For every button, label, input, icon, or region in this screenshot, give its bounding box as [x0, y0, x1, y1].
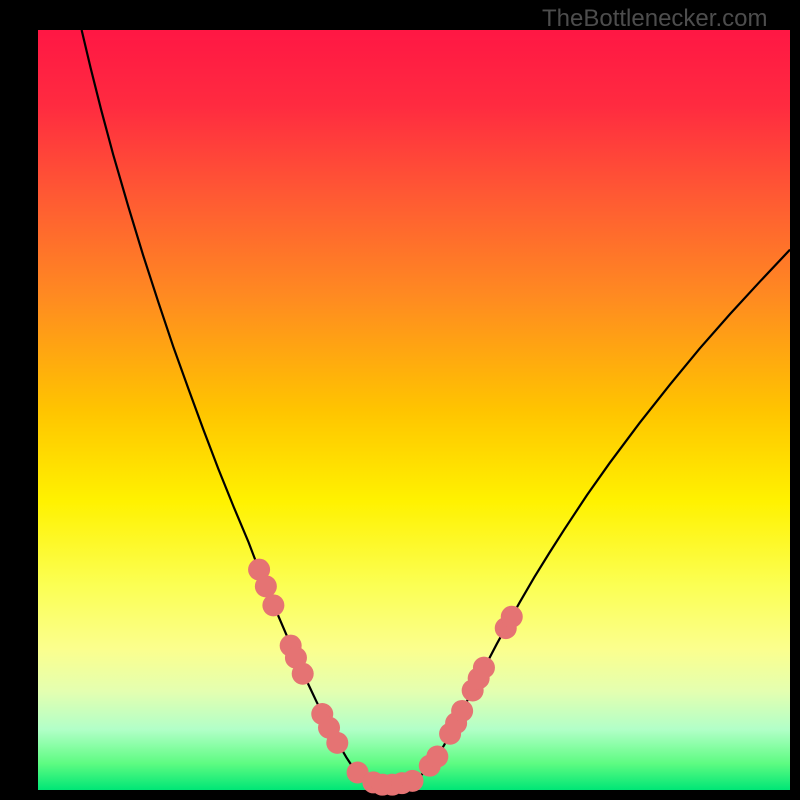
data-marker [426, 746, 448, 768]
data-marker [262, 594, 284, 616]
data-marker [473, 657, 495, 679]
marker-layer [38, 30, 790, 790]
data-marker [255, 575, 277, 597]
data-marker [292, 663, 314, 685]
plot-area [38, 30, 790, 790]
data-marker [402, 770, 424, 792]
data-marker [451, 700, 473, 722]
data-marker [501, 606, 523, 628]
data-marker [326, 732, 348, 754]
watermark-text: TheBottlenecker.com [542, 5, 767, 33]
